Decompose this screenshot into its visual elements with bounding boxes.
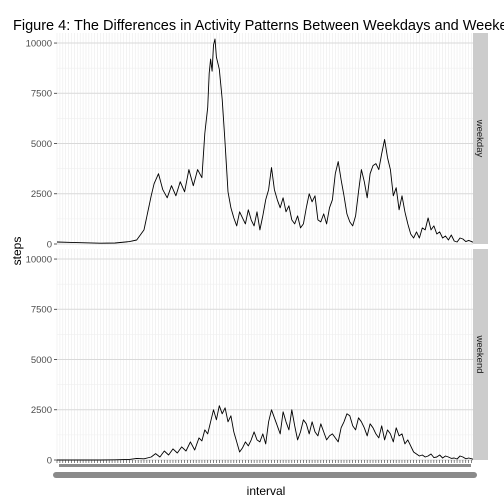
y-tick-label: 2500 bbox=[31, 405, 52, 416]
panels-layer: 0 2500 5000 7500 10000 weekday 0 2500 5000 7500 10… bbox=[26, 33, 488, 478]
y-tick-label: 7500 bbox=[31, 305, 52, 316]
x-axis-ticks bbox=[53, 460, 477, 478]
y-tick-label: 10000 bbox=[26, 38, 52, 49]
series-line-weekend bbox=[57, 405, 474, 461]
y-tick-label: 0 bbox=[47, 239, 52, 250]
facet-panel-weekday: 0 2500 5000 7500 10000 weekday bbox=[26, 33, 488, 250]
axis-titles: interval steps bbox=[10, 237, 285, 498]
y-tick-label: 10000 bbox=[26, 254, 52, 265]
series-line-weekday bbox=[56, 38, 474, 244]
x-tick-label-band-top bbox=[59, 464, 471, 467]
facet-strip bbox=[473, 33, 488, 244]
y-tick-label: 0 bbox=[47, 455, 52, 466]
x-tick-label-band bbox=[53, 472, 477, 478]
title-layer: Figure 4: The Differences in Activity Pa… bbox=[13, 18, 504, 34]
facet-panel-weekend: 0 2500 5000 7500 10000 weekend bbox=[26, 249, 488, 466]
facet-strip bbox=[473, 249, 488, 460]
y-axis-title: steps bbox=[10, 237, 24, 266]
y-tick-label: 5000 bbox=[31, 355, 52, 366]
x-axis-title: interval bbox=[247, 484, 286, 498]
chart-title: Figure 4: The Differences in Activity Pa… bbox=[13, 18, 504, 34]
facet-strip-label: weekday bbox=[474, 119, 485, 158]
y-tick-label: 5000 bbox=[31, 139, 52, 150]
facet-strip-label: weekend bbox=[474, 334, 485, 373]
y-tick-label: 2500 bbox=[31, 189, 52, 200]
y-tick-label: 7500 bbox=[31, 89, 52, 100]
